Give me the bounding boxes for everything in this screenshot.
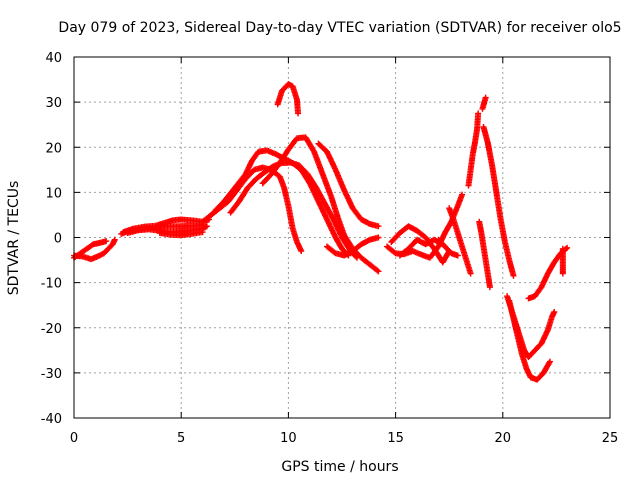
data-point [459, 191, 466, 198]
data-point [475, 110, 482, 117]
series-pass-19 [465, 110, 482, 189]
y-tick-label: -20 [41, 322, 62, 337]
series-pass-13 [274, 81, 302, 117]
data-point [551, 308, 558, 315]
data-point [546, 358, 553, 365]
y-tick-label: 30 [45, 96, 62, 111]
y-tick-label: -40 [41, 412, 62, 427]
series-pass-21 [479, 94, 489, 112]
series-pass-06 [156, 229, 206, 239]
data-point [298, 248, 305, 255]
series-pass-15 [388, 223, 453, 266]
chart-title: Day 079 of 2023, Sidereal Day-to-day VTE… [58, 20, 621, 36]
data-point [375, 234, 382, 241]
data-point [375, 268, 382, 275]
axis-ticks: 0 5 10 15 20 25 -40 -30 -20 -10 0 10 20 30 40 [41, 51, 619, 446]
data-point [559, 270, 566, 277]
series-pass-24 [506, 297, 553, 383]
data-point [546, 359, 553, 366]
y-tick-label: -30 [41, 367, 62, 382]
series-pass-22 [480, 123, 517, 279]
data-points [71, 81, 571, 383]
series-pass-12 [323, 234, 382, 259]
data-point [467, 270, 474, 277]
data-point [454, 252, 461, 259]
data-point [486, 284, 493, 291]
series-pass-17 [435, 236, 461, 259]
y-tick-label: 40 [45, 51, 62, 66]
data-point [203, 223, 210, 230]
series-pass-20 [476, 218, 493, 291]
grid [74, 57, 610, 418]
y-tick-label: 10 [45, 186, 62, 201]
x-tick-label: 15 [387, 431, 404, 446]
y-tick-label: 20 [45, 141, 62, 156]
x-tick-label: 25 [602, 431, 619, 446]
y-axis-label: SDTVAR / TECUs [6, 181, 22, 296]
data-point [111, 236, 118, 243]
x-tick-label: 10 [280, 431, 297, 446]
data-point [374, 267, 381, 274]
x-tick-label: 0 [70, 431, 78, 446]
series-pass-26 [559, 245, 566, 277]
data-point [295, 110, 302, 117]
x-tick-label: 5 [177, 431, 185, 446]
series-pass-11 [315, 140, 382, 230]
x-axis-label: GPS time / hours [281, 459, 398, 475]
series-pass-10 [259, 134, 382, 275]
y-tick-label: 0 [54, 232, 62, 247]
series-pass-18 [446, 205, 474, 277]
x-tick-label: 20 [495, 431, 512, 446]
data-point [510, 272, 517, 279]
data-point [564, 244, 571, 251]
data-point [103, 238, 110, 245]
data-point [199, 229, 206, 236]
data-point [482, 94, 489, 101]
y-tick-label: -10 [41, 277, 62, 292]
data-point [375, 223, 382, 230]
